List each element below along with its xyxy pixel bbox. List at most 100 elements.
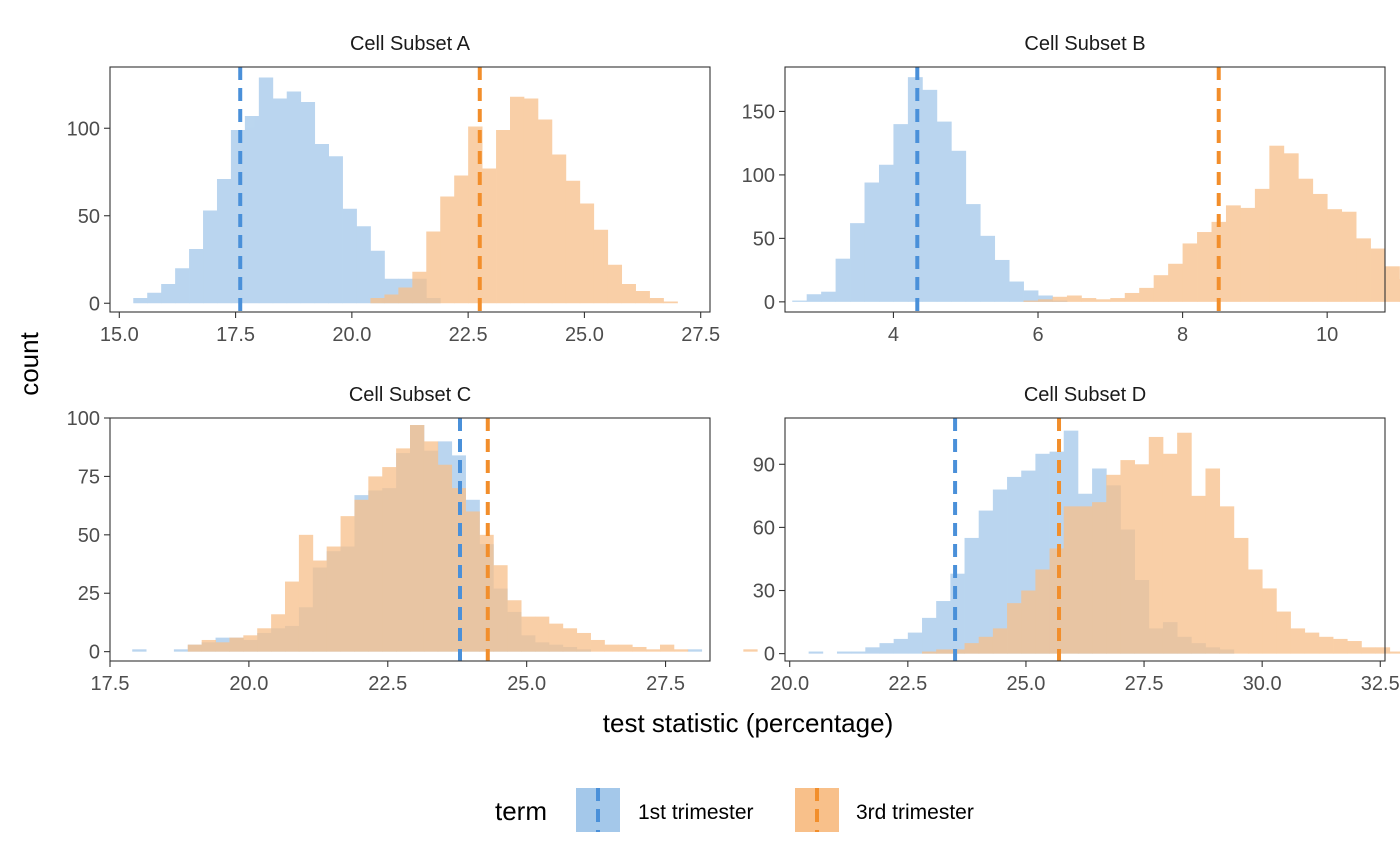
histogram-bar xyxy=(1290,628,1306,654)
histogram-bar xyxy=(604,644,619,652)
histogram-bar xyxy=(340,516,355,652)
x-tick-label: 4 xyxy=(888,324,899,346)
histogram-bar xyxy=(132,649,147,652)
histogram-bar xyxy=(951,150,967,302)
histogram-bar xyxy=(510,96,525,304)
histogram-bar xyxy=(835,258,851,302)
histogram-bar xyxy=(1182,243,1198,302)
histogram-bar xyxy=(792,300,808,302)
histogram-bar xyxy=(1092,502,1107,654)
histogram-bar xyxy=(229,637,244,652)
histogram-bar xyxy=(1219,506,1235,654)
histogram-bar xyxy=(646,649,661,652)
histogram-bar xyxy=(1276,611,1291,654)
histogram-bar xyxy=(257,628,272,652)
histogram-bar xyxy=(1063,506,1079,654)
histogram-bar xyxy=(493,565,508,652)
histogram-bar xyxy=(1023,290,1039,302)
histogram-bar xyxy=(1077,506,1093,654)
histogram-bar xyxy=(965,204,981,302)
histogram-bar xyxy=(1361,647,1376,654)
histogram-bar xyxy=(454,175,469,304)
x-tick-label: 30.0 xyxy=(1243,673,1282,695)
x-tick-label: 20.0 xyxy=(332,324,371,346)
histogram-bar xyxy=(576,632,591,652)
histogram-bar xyxy=(673,649,689,652)
histogram-bar xyxy=(368,476,383,652)
histogram-bar xyxy=(382,467,397,652)
panel-border xyxy=(109,417,711,662)
histogram-bar xyxy=(992,489,1008,654)
histogram-bar xyxy=(579,203,595,304)
histogram-bar xyxy=(173,649,189,652)
histogram-bar xyxy=(1233,537,1249,654)
legend-title: term xyxy=(495,796,547,826)
histogram-bar xyxy=(1312,193,1328,302)
histogram-bar xyxy=(950,573,965,654)
histogram-bar xyxy=(551,154,567,304)
histogram-bar xyxy=(1247,569,1263,654)
histogram-bar xyxy=(1106,474,1121,654)
panel-title: Cell Subset C xyxy=(349,384,471,406)
histogram-bar xyxy=(482,168,497,304)
histogram-bar xyxy=(836,651,852,654)
panel-title: Cell Subset A xyxy=(350,33,471,55)
panel-border xyxy=(784,417,1386,662)
histogram-bar xyxy=(635,291,650,304)
x-tick-label: 8 xyxy=(1177,324,1188,346)
histogram-bar xyxy=(243,635,258,652)
histogram-bar xyxy=(565,180,581,304)
histogram-bar xyxy=(1021,590,1036,654)
histogram-bar xyxy=(907,632,923,654)
histogram-bar xyxy=(922,617,937,654)
histogram-bar xyxy=(244,116,260,304)
histogram-bar xyxy=(384,294,399,304)
histogram-bar xyxy=(1049,548,1065,654)
histogram-bar xyxy=(1254,188,1270,302)
y-tick-label: 60 xyxy=(753,517,775,539)
panel-cell-subset-d: Cell Subset D 0 30 60 90 20.0 22.5 25.0 27.5 30.0… xyxy=(753,384,1400,695)
histogram-bar xyxy=(621,284,636,304)
y-tick-label: 100 xyxy=(67,408,100,430)
panel-cell-subset-a: Cell Subset A 0 50 100 15.0 17.5 20.0 22.5 25.0 2… xyxy=(67,33,721,346)
histogram-bar xyxy=(1269,145,1285,302)
histogram-bar xyxy=(1162,453,1178,654)
histogram-bar xyxy=(1052,296,1068,302)
histogram-bar xyxy=(1304,632,1320,654)
histogram-bar xyxy=(285,581,300,652)
y-tick-label: 0 xyxy=(764,292,775,314)
histogram-bar xyxy=(370,298,385,304)
histogram-bar xyxy=(1370,248,1386,302)
histogram-bar xyxy=(893,638,909,654)
legend: term 1st trimester 3rd trimester xyxy=(495,788,974,832)
histogram-bar xyxy=(465,511,480,652)
histogram-bar xyxy=(878,164,894,302)
y-tick-label: 75 xyxy=(78,466,100,488)
x-tick-label: 15.0 xyxy=(100,324,139,346)
x-tick-label: 10 xyxy=(1316,324,1338,346)
x-tick-label: 20.0 xyxy=(770,673,809,695)
histogram-bar xyxy=(964,643,980,654)
histogram-bar xyxy=(1389,651,1400,654)
histogram-bar xyxy=(850,223,865,302)
x-tick-label: 27.5 xyxy=(1125,673,1164,695)
histogram-bar xyxy=(147,292,162,304)
y-tick-label: 25 xyxy=(78,583,100,605)
x-tick-label: 22.5 xyxy=(368,673,407,695)
histogram-bar xyxy=(806,294,822,302)
histogram-bar xyxy=(1356,238,1371,302)
histogram-bar xyxy=(410,425,425,652)
x-tick-label: 32.5 xyxy=(1361,673,1400,695)
x-axis-title: test statistic (percentage) xyxy=(603,708,893,738)
panel-border xyxy=(784,66,1386,313)
histogram-bar xyxy=(426,231,441,304)
histogram-bar xyxy=(189,249,204,304)
histogram-bar xyxy=(521,616,536,652)
histogram-bar xyxy=(1038,295,1053,302)
x-tick-label: 17.5 xyxy=(91,673,130,695)
histogram-bar xyxy=(354,499,369,652)
x-tick-label: 20.0 xyxy=(229,673,268,695)
histogram-bar xyxy=(649,298,664,304)
